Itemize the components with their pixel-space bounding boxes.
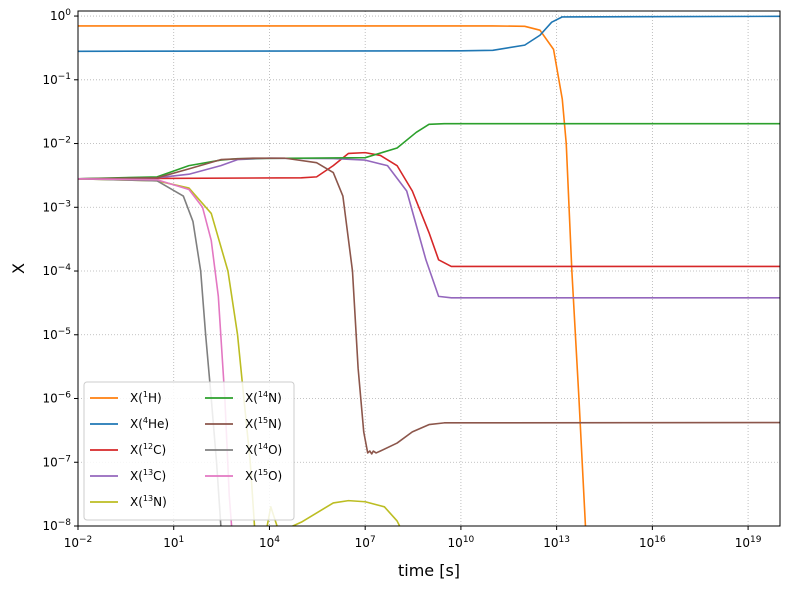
legend-label: X(15O) [245,468,282,483]
x-axis-ticks: 10−2 101 104 107 1010 1013 1016 1019 [64,526,762,550]
x-tick-label: 10−2 [64,535,93,550]
x-tick-label: 1013 [543,535,570,550]
x-axis-label: time [s] [398,561,460,580]
legend-label: X(14N) [245,390,282,405]
y-tick-label: 100 [50,8,71,23]
plot-frame [77,10,781,527]
series-line-3 [78,157,780,299]
legend-box [83,381,295,521]
y-tick-label: 10−4 [42,263,71,278]
legend-label: X(13N) [130,494,167,509]
legend-label: X(14O) [245,442,282,457]
y-axis-label: X [9,263,28,274]
legend-label: X(15N) [245,416,282,431]
y-tick-label: 10−5 [42,327,71,342]
series-line-0 [78,25,587,526]
x-tick-label: 1016 [639,535,666,550]
legend-label: X(1H) [130,390,162,405]
y-tick-label: 10−2 [42,136,71,151]
series-line-5 [78,122,780,180]
legend-label: X(12C) [130,442,166,457]
y-axis-ticks: 10−8 10−7 10−6 10−5 10−4 10−3 10−2 10−1 100 [42,8,78,533]
y-tick-label: 10−8 [42,518,71,533]
legend-label: X(13C) [130,468,166,483]
series-line-2 [78,151,780,268]
x-tick-label: 101 [163,535,184,550]
x-tick-label: 107 [355,535,376,550]
y-tick-label: 10−6 [42,391,71,406]
x-tick-label: 1019 [735,535,762,550]
series-line-4 [78,177,401,526]
y-tick-label: 10−3 [42,199,71,214]
legend-label: X(4He) [130,416,169,431]
y-tick-label: 10−7 [42,454,71,469]
series-line-1 [78,15,780,53]
x-tick-label: 104 [259,535,280,550]
y-tick-label: 10−1 [42,72,71,87]
x-tick-label: 1010 [448,535,475,550]
series-line-6 [78,157,780,455]
legend: X(1H) X(4He) X(12C) X(13C) X(13N) X(14N) X(15N… [83,381,295,521]
